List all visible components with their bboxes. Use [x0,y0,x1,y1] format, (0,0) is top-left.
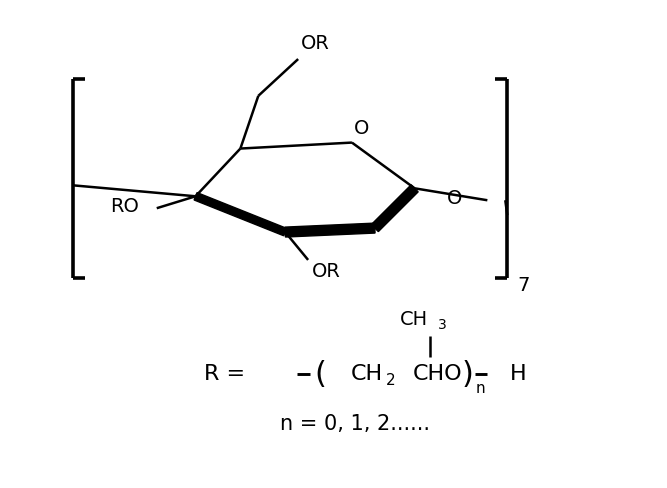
Text: R =: R = [204,364,245,384]
Text: RO: RO [110,197,139,216]
Text: H: H [510,364,527,384]
Text: n: n [476,381,485,396]
Text: CH: CH [400,310,428,329]
Polygon shape [372,185,418,232]
Text: 3: 3 [438,318,446,331]
Text: O: O [447,189,462,208]
Text: (: ( [314,360,326,389]
Text: n = 0, 1, 2......: n = 0, 1, 2...... [280,414,430,434]
Text: 2: 2 [386,373,396,388]
Text: OR: OR [301,34,329,53]
Text: CH: CH [351,364,383,384]
Text: O: O [354,119,370,138]
Polygon shape [285,223,375,237]
Polygon shape [194,193,287,236]
Text: ): ) [462,360,474,389]
Text: OR: OR [311,263,340,282]
Text: CHO: CHO [413,364,462,384]
Text: 7: 7 [517,276,530,295]
